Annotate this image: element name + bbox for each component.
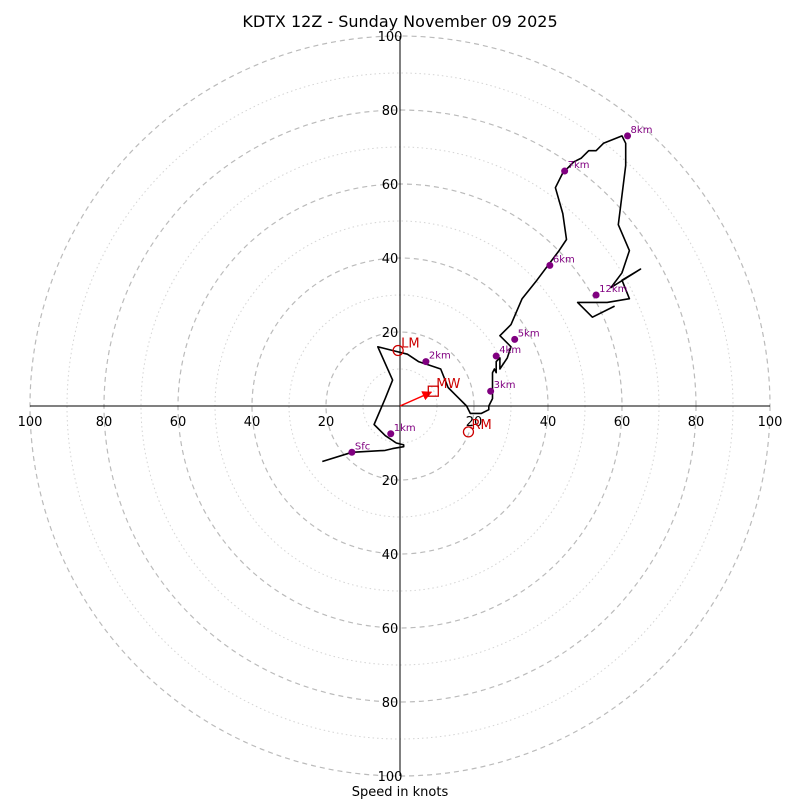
height-marker-dot	[561, 167, 569, 175]
storm-motion-markers: LM RM MW	[392, 337, 492, 438]
y-tick-label: 60	[382, 178, 399, 193]
height-marker-label: 4km	[499, 345, 521, 356]
height-marker-label: 8km	[631, 125, 653, 136]
height-marker-label: 1km	[394, 423, 416, 434]
y-tick-label: 40	[382, 548, 399, 563]
y-tick-label: 20	[382, 474, 399, 489]
motion-marker-label: RM	[471, 418, 491, 433]
x-tick-label: 100	[758, 415, 783, 430]
x-tick-label: 60	[614, 415, 631, 430]
x-tick-label: 80	[96, 415, 113, 430]
x-tick-label: 60	[170, 415, 187, 430]
x-tick-label: 80	[688, 415, 705, 430]
height-marker-label: 5km	[518, 328, 540, 339]
mean-wind-arrow	[399, 391, 433, 407]
height-markers: Sfc 1km 2km 3km 4km 5km 6km 7km 8km 12km	[348, 125, 652, 456]
y-tick-label: 100	[378, 30, 403, 45]
y-tick-label: 40	[382, 252, 399, 267]
height-marker-dot	[487, 387, 495, 395]
height-marker-dot	[348, 448, 356, 456]
height-marker-dot	[592, 291, 600, 299]
height-marker-label: 12km	[599, 284, 627, 295]
x-tick-label: 20	[318, 415, 335, 430]
height-marker-dot	[492, 352, 500, 360]
chart-title: KDTX 12Z - Sunday November 09 2025	[242, 12, 557, 31]
y-tick-label: 80	[382, 104, 399, 119]
height-marker-label: 7km	[568, 160, 590, 171]
height-marker-dot	[511, 335, 519, 343]
height-marker-label: 3km	[494, 380, 516, 391]
right-mover-marker	[462, 426, 475, 438]
hodograph-line	[322, 135, 642, 463]
y-tick-label: 20	[382, 326, 399, 341]
height-marker-label: 6km	[553, 254, 575, 265]
height-marker-label: 2km	[429, 351, 451, 362]
height-marker-dot	[624, 132, 632, 140]
height-marker-label: Sfc	[355, 441, 370, 452]
y-tick-label: 100	[378, 770, 403, 785]
hodograph-trace	[322, 135, 642, 463]
y-tick-label: 80	[382, 696, 399, 711]
height-marker-dot	[387, 430, 395, 438]
axis-tick-labels: 100 100 80 80 60 60 40 40 20 20 20 20 40 40 60 60 80 80 10…	[18, 30, 783, 785]
x-tick-label: 40	[244, 415, 261, 430]
x-axis-label: Speed in knots	[352, 785, 449, 800]
motion-marker-label: LM	[401, 337, 419, 352]
height-marker-dot	[422, 358, 430, 366]
x-tick-label: 20	[466, 415, 483, 430]
x-tick-label: 40	[540, 415, 557, 430]
x-tick-label: 100	[18, 415, 43, 430]
left-mover-marker	[392, 344, 404, 357]
height-marker-dot	[546, 261, 554, 269]
motion-marker-label: MW	[436, 377, 460, 392]
y-tick-label: 60	[382, 622, 399, 637]
mean-wind-marker	[427, 385, 439, 397]
